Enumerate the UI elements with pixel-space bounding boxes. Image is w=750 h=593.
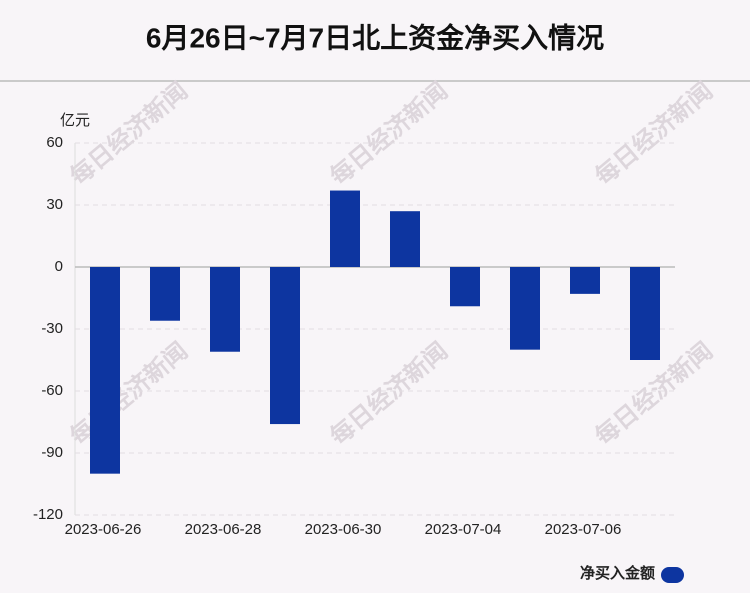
bar <box>510 267 540 350</box>
x-tick-label: 2023-06-28 <box>185 521 262 538</box>
bar <box>210 267 240 352</box>
legend-label: 净买入金额 <box>580 564 655 582</box>
legend-swatch <box>661 567 684 583</box>
bar <box>630 267 660 360</box>
y-tick-label: -90 <box>41 444 63 461</box>
x-tick-label: 2023-06-30 <box>305 521 382 538</box>
bar <box>270 267 300 425</box>
y-tick-label: -30 <box>41 320 63 337</box>
chart-title: 6月26日~7月7日北上资金净买入情况 <box>146 21 604 53</box>
x-tick-label: 2023-07-06 <box>545 521 622 538</box>
y-tick-label: -60 <box>41 382 63 399</box>
bar <box>330 190 360 267</box>
y-tick-label: -120 <box>33 506 63 523</box>
bar <box>570 267 600 294</box>
x-tick-label: 2023-07-04 <box>425 521 502 538</box>
bar <box>90 267 120 474</box>
bar <box>390 211 420 267</box>
bar <box>150 267 180 321</box>
y-unit: 亿元 <box>60 112 90 129</box>
bar <box>450 267 480 307</box>
y-tick-label: 30 <box>46 196 63 213</box>
y-tick-label: 0 <box>55 258 63 275</box>
y-tick-label: 60 <box>46 134 63 151</box>
x-tick-label: 2023-06-26 <box>65 521 142 538</box>
